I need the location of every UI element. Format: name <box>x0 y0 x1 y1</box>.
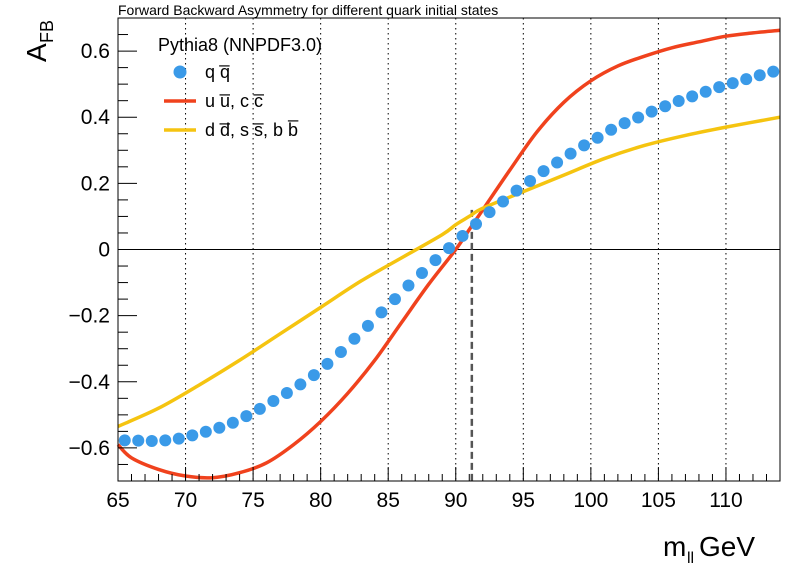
data-point-qqbar <box>713 81 726 94</box>
series-line-down <box>117 115 781 429</box>
x-tick-label: 95 <box>512 489 535 512</box>
axis-ticks <box>117 17 781 482</box>
axis-tick-labels: 65 70 75 80 85 90 95 100 105 110 −0.6 −0.4 −0.2 0 0.2 0… <box>69 40 743 512</box>
data-point-qqbar <box>280 387 293 400</box>
data-point-qqbar <box>415 266 428 279</box>
y-axis-title: A FB <box>21 20 57 62</box>
data-point-qqbar <box>524 175 537 188</box>
data-point-qqbar <box>132 434 145 447</box>
y-tick-label: −0.6 <box>69 437 110 460</box>
legend: Pythia8 (NNPDF3.0) q q̅ u u̅, c c̅ d d̅,… <box>158 35 322 140</box>
data-point-qqbar <box>172 432 185 445</box>
data-point-qqbar <box>145 434 158 447</box>
legend-label-up: u u̅, c c̅ <box>205 91 265 111</box>
x-tick-label: 85 <box>377 489 400 512</box>
data-point-qqbar <box>564 147 577 160</box>
data-point-qqbar <box>213 421 226 434</box>
legend-header: Pythia8 (NNPDF3.0) <box>158 35 322 55</box>
data-point-qqbar <box>483 206 496 219</box>
y-tick-label: 0.2 <box>81 172 110 195</box>
data-point-qqbar <box>753 69 766 82</box>
x-tick-label: 100 <box>573 489 608 512</box>
y-tick-label: 0.6 <box>81 40 110 63</box>
data-point-qqbar <box>672 95 685 108</box>
x-axis-title-unit: GeV <box>699 531 755 562</box>
data-point-qqbar <box>767 65 780 78</box>
x-tick-label: 65 <box>106 489 129 512</box>
data-point-qqbar <box>497 195 510 208</box>
series-layer <box>116 28 781 480</box>
y-tick-label: −0.2 <box>69 305 110 328</box>
data-point-qqbar <box>307 369 320 382</box>
x-tick-label: 70 <box>174 489 197 512</box>
data-point-qqbar <box>443 242 455 255</box>
y-tick-label: 0.4 <box>81 106 111 129</box>
x-axis-title-main: m <box>663 531 686 562</box>
x-axis-title-sub: ll <box>687 550 694 567</box>
data-point-qqbar <box>253 402 266 415</box>
data-point-qqbar <box>659 100 672 113</box>
data-point-qqbar <box>199 425 212 438</box>
data-point-qqbar <box>632 111 645 124</box>
chart-title: Forward Backward Asymmetry for different… <box>118 2 498 18</box>
data-point-qqbar <box>578 139 591 152</box>
data-point-qqbar <box>267 394 280 407</box>
data-point-qqbar <box>537 165 550 178</box>
data-point-qqbar <box>510 184 523 197</box>
x-tick-label: 80 <box>309 489 332 512</box>
data-point-qqbar <box>699 85 712 98</box>
data-point-qqbar <box>240 410 253 423</box>
data-point-qqbar <box>618 117 631 130</box>
data-point-qqbar <box>605 123 618 136</box>
y-tick-label: 0 <box>98 239 110 262</box>
y-axis-title-main: A <box>21 43 52 62</box>
x-axis-title: m ll GeV <box>663 531 755 567</box>
data-point-qqbar <box>361 319 374 332</box>
data-point-qqbar <box>645 105 658 118</box>
data-point-qqbar <box>551 156 564 169</box>
data-point-qqbar <box>159 434 172 447</box>
series-line-up <box>116 28 781 480</box>
data-point-qqbar <box>429 254 442 267</box>
data-point-qqbar <box>375 306 388 319</box>
data-point-qqbar <box>118 434 131 447</box>
data-point-qqbar <box>321 357 334 370</box>
x-tick-label: 105 <box>641 489 676 512</box>
x-tick-label: 90 <box>444 489 467 512</box>
data-point-qqbar <box>686 90 699 103</box>
legend-label-qqbar: q q̅ <box>205 62 230 82</box>
x-tick-label: 75 <box>241 489 264 512</box>
legend-marker-qqbar <box>173 65 187 79</box>
data-point-qqbar <box>402 279 415 292</box>
legend-label-down: d d̅, s s̅, b b̅ <box>205 120 299 140</box>
y-tick-label: −0.4 <box>69 371 111 394</box>
data-point-qqbar <box>726 77 739 90</box>
data-point-qqbar <box>226 416 239 429</box>
data-point-qqbar <box>456 229 469 242</box>
x-tick-label: 110 <box>709 489 742 512</box>
data-point-qqbar <box>591 131 604 144</box>
data-point-qqbar <box>740 73 753 86</box>
data-point-qqbar <box>294 378 307 391</box>
data-point-qqbar <box>388 293 401 306</box>
y-axis-title-sub: FB <box>37 20 57 43</box>
data-point-qqbar <box>334 346 347 359</box>
data-point-qqbar <box>470 218 483 231</box>
data-point-qqbar <box>348 332 361 345</box>
data-point-qqbar <box>186 429 199 442</box>
